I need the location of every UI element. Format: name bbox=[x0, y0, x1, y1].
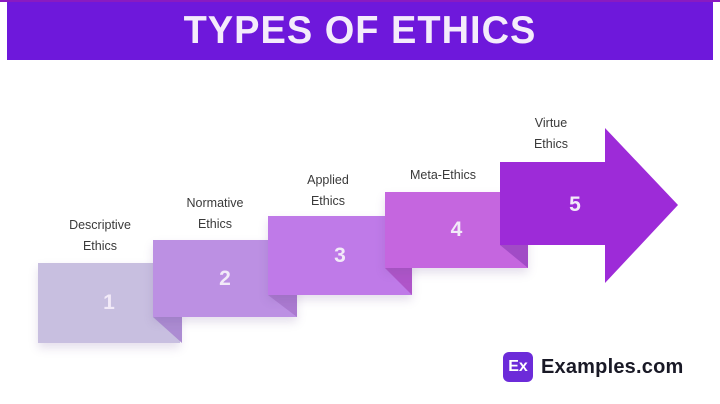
top-edge-strip bbox=[0, 0, 720, 2]
step-number-4: 4 bbox=[450, 218, 463, 241]
label-applied-ethics: Applied Ethics bbox=[307, 173, 349, 208]
label-virtue-ethics: Virtue Ethics bbox=[533, 116, 569, 151]
arrow-shape-virtue-ethics bbox=[500, 128, 678, 283]
right-arrow-icon bbox=[500, 128, 678, 283]
examples-logo-text: Examples.com bbox=[541, 355, 684, 378]
step-number-2: 2 bbox=[219, 266, 231, 290]
step-number-5: 5 bbox=[569, 193, 581, 216]
title-banner: TYPES OF ETHICS bbox=[7, 2, 713, 60]
label-descriptive-ethics: Descriptive Ethics bbox=[69, 218, 131, 253]
step-number-1: 1 bbox=[103, 291, 115, 314]
examples-logo-badge-icon: Ex bbox=[503, 352, 533, 382]
examples-logo: Ex Examples.com bbox=[503, 352, 683, 382]
label-meta-ethics: Meta-Ethics bbox=[410, 168, 476, 182]
page-title: TYPES OF ETHICS bbox=[183, 9, 537, 53]
label-normative-ethics: Normative Ethics bbox=[186, 196, 244, 231]
step-number-3: 3 bbox=[334, 243, 346, 267]
